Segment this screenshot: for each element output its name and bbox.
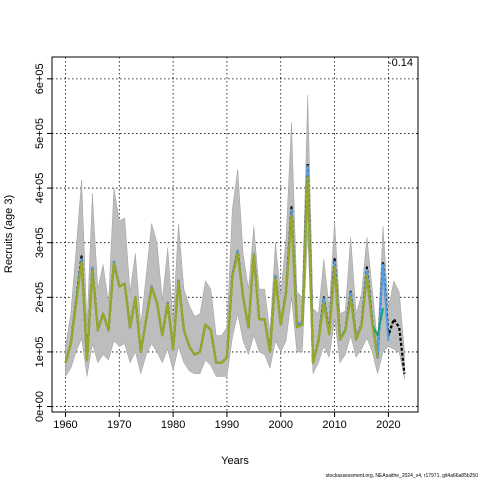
y-tick-label-1: 1e+05: [34, 336, 46, 367]
y-tick-label-6: 6e+05: [34, 63, 46, 94]
confidence-band-layer: [65, 95, 405, 380]
footer-text: stockassessment.org, NEAsaithe_2024_v4, …: [326, 473, 479, 479]
series-line-3: [64, 176, 379, 364]
x-tick-label-2020: 2020: [376, 419, 400, 431]
x-axis: 1960 1970 1980 1990 2000 2010 2020: [53, 412, 401, 431]
x-tick-label-1980: 1980: [161, 419, 185, 431]
y-tick-label-3: 3e+05: [34, 227, 46, 258]
x-tick-label-1970: 1970: [107, 419, 131, 431]
confidence-band: [65, 95, 405, 380]
y-tick-label-0: 0e+00: [34, 391, 46, 422]
rho-annotation: -0.14: [388, 57, 413, 69]
y-tick-label-5: 5e+05: [34, 118, 46, 149]
x-tick-label-2010: 2010: [322, 419, 346, 431]
x-tick-label-1990: 1990: [215, 419, 239, 431]
x-axis-title: Years: [221, 455, 249, 467]
x-tick-label-2000: 2000: [269, 419, 293, 431]
y-tick-label-2: 2e+05: [34, 282, 46, 313]
series-layer: [64, 162, 406, 374]
plot-frame: [51, 56, 419, 413]
y-axis-title: Recruits (age 3): [3, 195, 15, 273]
x-tick-label-1960: 1960: [53, 419, 77, 431]
y-tick-label-4: 4e+05: [34, 173, 46, 204]
y-axis: 0e+00 1e+05 2e+05 3e+05 4e+05 5e+05 6e+05: [34, 63, 52, 422]
